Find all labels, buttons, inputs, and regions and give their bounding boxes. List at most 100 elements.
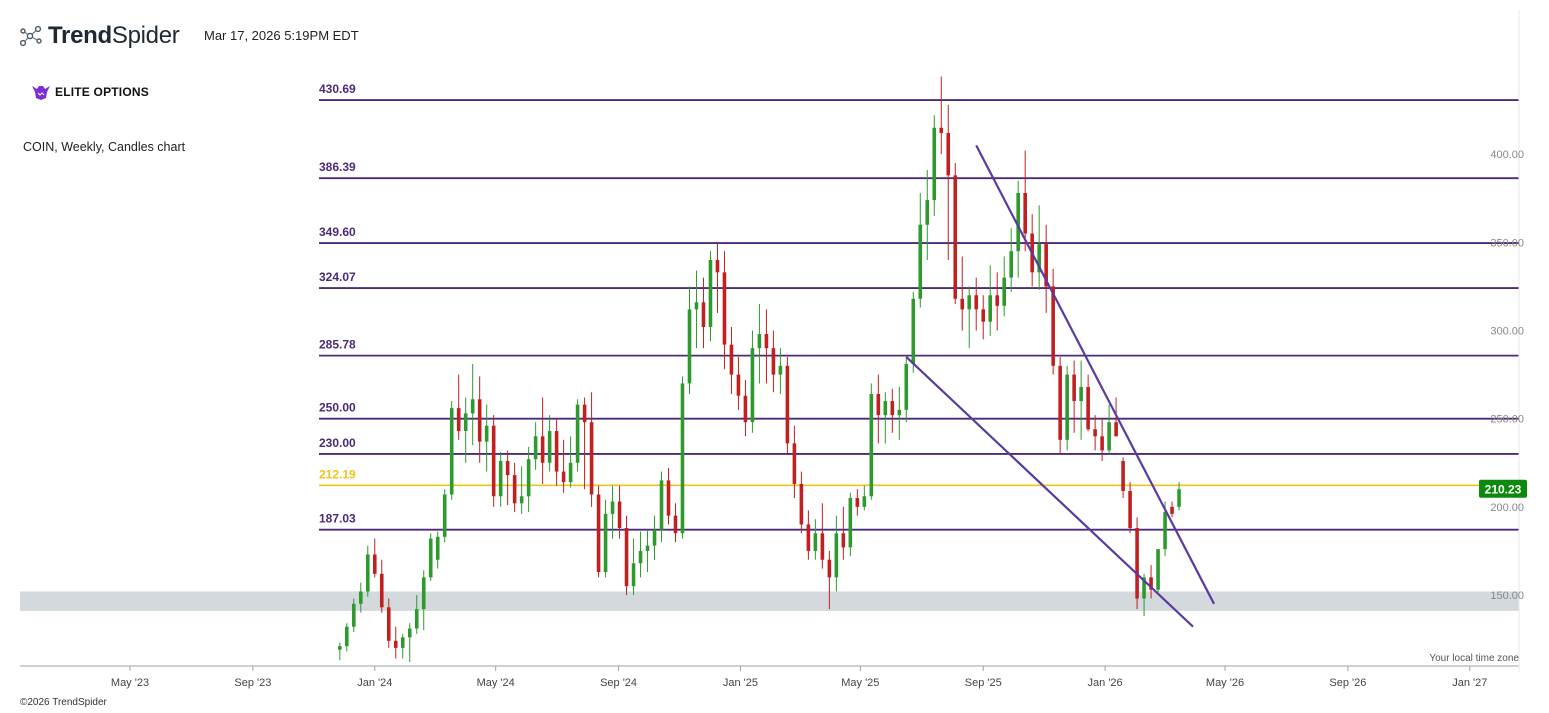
candle[interactable] — [792, 425, 797, 499]
candle[interactable] — [477, 376, 482, 463]
candle[interactable] — [820, 503, 825, 569]
candle[interactable] — [365, 545, 370, 597]
candle[interactable] — [946, 104, 951, 260]
candle[interactable] — [750, 330, 755, 433]
candle[interactable] — [925, 170, 930, 260]
candle[interactable] — [673, 503, 678, 543]
candle[interactable] — [610, 485, 615, 539]
candle[interactable] — [778, 348, 783, 394]
candle[interactable] — [939, 76, 944, 155]
candle[interactable] — [981, 295, 986, 340]
candle[interactable] — [764, 309, 769, 384]
candle[interactable] — [869, 383, 874, 500]
candle[interactable] — [568, 436, 573, 488]
candle[interactable] — [883, 392, 888, 444]
candle[interactable] — [470, 364, 475, 446]
candle[interactable] — [953, 163, 958, 305]
candle[interactable] — [575, 399, 580, 472]
candle[interactable] — [848, 492, 853, 557]
candle[interactable] — [960, 256, 965, 331]
candle[interactable] — [694, 270, 699, 349]
candle[interactable] — [1086, 374, 1090, 432]
candle[interactable] — [358, 582, 363, 613]
candle[interactable] — [862, 485, 867, 511]
candle[interactable] — [512, 462, 517, 513]
candle[interactable] — [421, 570, 426, 631]
candle[interactable] — [680, 376, 685, 539]
candle[interactable] — [554, 418, 559, 486]
candle[interactable] — [911, 291, 916, 373]
candle[interactable] — [918, 192, 923, 308]
candle[interactable] — [1065, 365, 1069, 451]
candle[interactable] — [904, 356, 909, 423]
candle[interactable] — [974, 277, 979, 331]
candle[interactable] — [393, 626, 398, 659]
candle[interactable] — [708, 251, 713, 342]
candle[interactable] — [841, 506, 846, 560]
candle[interactable] — [827, 550, 832, 610]
candle[interactable] — [1093, 415, 1097, 451]
candle[interactable] — [785, 356, 790, 454]
candle[interactable] — [456, 374, 461, 440]
candle[interactable] — [890, 388, 895, 433]
candle[interactable] — [338, 642, 342, 661]
candle[interactable] — [771, 330, 776, 393]
candle[interactable] — [1135, 517, 1139, 610]
candle[interactable] — [624, 515, 629, 595]
candle[interactable] — [428, 533, 433, 581]
candle[interactable] — [687, 286, 692, 394]
candle[interactable] — [1100, 418, 1104, 461]
candle[interactable] — [449, 401, 454, 500]
candle[interactable] — [379, 559, 384, 613]
candle[interactable] — [806, 510, 811, 560]
candle[interactable] — [372, 538, 377, 578]
candle[interactable] — [526, 446, 531, 513]
candle[interactable] — [722, 251, 727, 370]
candle[interactable] — [659, 471, 664, 543]
candle[interactable] — [498, 452, 503, 507]
candle[interactable] — [1149, 565, 1153, 599]
candle[interactable] — [1044, 224, 1048, 313]
candle[interactable] — [582, 397, 587, 490]
candle[interactable] — [736, 356, 741, 410]
candle[interactable] — [345, 623, 349, 652]
candle[interactable] — [729, 326, 734, 394]
candle[interactable] — [540, 397, 545, 484]
candle[interactable] — [463, 397, 468, 463]
candle[interactable] — [505, 450, 510, 506]
candle[interactable] — [897, 386, 902, 440]
candle[interactable] — [1051, 268, 1055, 375]
candle[interactable] — [1016, 180, 1020, 278]
candle[interactable] — [1058, 356, 1062, 454]
candle[interactable] — [1170, 501, 1174, 518]
candle[interactable] — [701, 277, 706, 349]
candle[interactable] — [414, 595, 419, 634]
candle[interactable] — [1156, 549, 1160, 595]
candle[interactable] — [932, 115, 937, 216]
candle[interactable] — [1177, 482, 1181, 511]
candle[interactable] — [638, 531, 643, 578]
candle[interactable] — [435, 531, 440, 569]
candle[interactable] — [533, 422, 538, 470]
candle[interactable] — [491, 415, 496, 507]
candle[interactable] — [561, 439, 566, 493]
candle[interactable] — [442, 489, 447, 543]
candle[interactable] — [666, 468, 671, 525]
candle[interactable] — [813, 519, 818, 560]
candle[interactable] — [519, 466, 524, 514]
candle[interactable] — [603, 499, 608, 578]
candle[interactable] — [967, 286, 972, 349]
candle[interactable] — [652, 515, 657, 560]
candle[interactable] — [715, 242, 720, 313]
candle[interactable] — [743, 379, 748, 437]
candle[interactable] — [351, 598, 356, 633]
candle[interactable] — [400, 633, 405, 659]
candle[interactable] — [484, 404, 489, 472]
candle[interactable] — [855, 489, 860, 516]
candle[interactable] — [631, 538, 636, 595]
candle[interactable] — [876, 374, 881, 444]
trendline[interactable] — [905, 356, 1194, 628]
candle[interactable] — [1072, 360, 1076, 433]
candle[interactable] — [589, 392, 594, 507]
